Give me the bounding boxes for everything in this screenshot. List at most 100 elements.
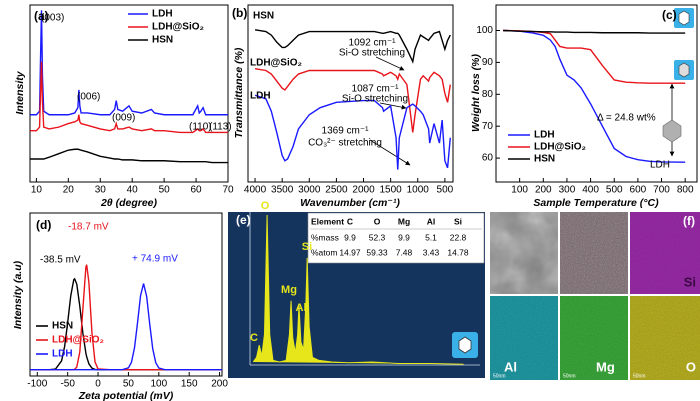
tga-icons xyxy=(662,8,694,143)
series-line xyxy=(30,10,228,116)
y-tick-label: 100 xyxy=(476,25,493,36)
x-tick-label: 60 xyxy=(191,185,203,196)
annotation: Al xyxy=(296,302,307,314)
plot-frame xyxy=(29,4,229,183)
annotation: 1369 cm⁻¹ xyxy=(322,126,370,137)
x-tick-label: 500 xyxy=(606,185,623,196)
panel-letter: (d) xyxy=(36,218,51,232)
panel-letter: (a) xyxy=(34,9,49,23)
x-tick-label: -100 xyxy=(27,379,47,390)
panel-letter: (c) xyxy=(662,8,677,22)
x-tick-label: 0 xyxy=(95,379,101,390)
x-tick-label: 3500 xyxy=(271,185,294,196)
series-line xyxy=(254,68,451,133)
annotation: (006) xyxy=(77,92,100,103)
table-cell: 22.8 xyxy=(450,232,467,242)
series-line xyxy=(30,148,228,164)
annotation: -18.7 mV xyxy=(68,222,109,233)
curve-label: HSN xyxy=(253,11,274,22)
annotation: Si-O stretching xyxy=(342,94,408,105)
annotation: (003) xyxy=(41,13,64,24)
x-tick-label: 100 xyxy=(150,379,167,390)
x-tick-label: 200 xyxy=(535,185,552,196)
x-axis-label: Zeta potential (mV) xyxy=(78,390,174,401)
legend-label: LDH xyxy=(152,9,173,20)
table-cell: 3.43 xyxy=(423,247,440,257)
scale-bar-label: 50nm xyxy=(633,373,646,379)
legend-label: LDH@SiO₂ xyxy=(534,142,586,153)
series-line xyxy=(503,29,686,34)
map-label: Mg xyxy=(596,359,615,374)
y-axis-label: Transmittance (%) xyxy=(233,47,245,138)
table-cell: 7.48 xyxy=(396,247,413,257)
arrow xyxy=(375,56,405,71)
table-cell: 14.97 xyxy=(339,247,361,257)
x-tick-label: 600 xyxy=(630,185,647,196)
table-header: O xyxy=(374,216,381,226)
table-header: Si xyxy=(454,216,462,226)
arrow xyxy=(379,102,407,110)
x-tick-label: -50 xyxy=(60,379,75,390)
annotation: CO₃²⁻ stretching xyxy=(308,138,382,149)
table-cell: 14.78 xyxy=(447,247,469,257)
eds-table-box xyxy=(307,212,485,264)
x-tick-label: 100 xyxy=(511,185,528,196)
x-tick-label: 3000 xyxy=(298,185,321,196)
y-tick-label: 90 xyxy=(482,57,494,68)
annotation: C xyxy=(250,332,258,344)
map-label: O xyxy=(686,359,696,374)
plot-frame xyxy=(29,212,223,377)
y-tick-label: 70 xyxy=(482,121,494,132)
table-header: Element xyxy=(311,216,344,226)
x-tick-label: 150 xyxy=(181,379,198,390)
x-axis-label: Sample Temperature (°C) xyxy=(533,197,659,209)
table-cell: 59.33 xyxy=(366,247,388,257)
curve-label: LDH@SiO₂ xyxy=(250,58,302,69)
x-tick-label: 10 xyxy=(31,185,43,196)
map-label: Si xyxy=(684,274,696,289)
table-cell: 9.9 xyxy=(344,232,356,242)
annotation: Mg xyxy=(281,284,297,296)
scale-bar-label: 50nm xyxy=(563,373,576,379)
mapping-tiles xyxy=(490,212,700,380)
panel-letter: (e) xyxy=(236,213,251,227)
legend-label: LDH xyxy=(534,130,555,141)
table-cell: %mass xyxy=(311,232,339,242)
legend-label: HSN xyxy=(152,35,173,46)
series-line xyxy=(30,61,228,134)
arrow xyxy=(369,139,411,166)
x-tick-label: 30 xyxy=(95,185,107,196)
annotation: (113) xyxy=(209,122,232,133)
curve-label: LDH xyxy=(250,91,271,102)
y-axis-label: Intensity (a.u) xyxy=(12,260,24,329)
map-label: Al xyxy=(504,359,517,374)
panel-letter: (b) xyxy=(232,6,247,20)
plot-frame xyxy=(495,4,698,183)
spectrum xyxy=(252,215,464,365)
series-line xyxy=(503,29,686,163)
x-tick-label: 20 xyxy=(63,185,75,196)
y-tick-label: 60 xyxy=(482,153,494,164)
legend-label: HSN xyxy=(534,154,555,165)
x-tick-label: 400 xyxy=(582,185,599,196)
x-tick-label: 4000 xyxy=(244,185,267,196)
x-tick-label: 500 xyxy=(437,185,454,196)
series-line xyxy=(254,29,451,64)
y-axis-label: Weight loss (%) xyxy=(470,54,482,132)
x-tick-label: 2500 xyxy=(325,185,348,196)
y-axis-label: Intensity xyxy=(14,70,26,114)
y-tick-label: 80 xyxy=(482,89,494,100)
series-line xyxy=(254,94,451,170)
x-tick-label: 50 xyxy=(123,379,135,390)
x-tick-label: 200 xyxy=(211,379,228,390)
panel-letter: (f) xyxy=(683,214,695,228)
annotation: 1092 cm⁻¹ xyxy=(349,38,397,49)
annotation: 1087 cm⁻¹ xyxy=(352,84,400,95)
table-header: Mg xyxy=(398,216,410,226)
x-tick-label: 2000 xyxy=(352,185,375,196)
scale-bar-label: 50nm xyxy=(493,373,506,379)
x-tick-label: 1000 xyxy=(407,185,430,196)
table-cell: 9.9 xyxy=(398,232,410,242)
x-tick-label: 700 xyxy=(653,185,670,196)
